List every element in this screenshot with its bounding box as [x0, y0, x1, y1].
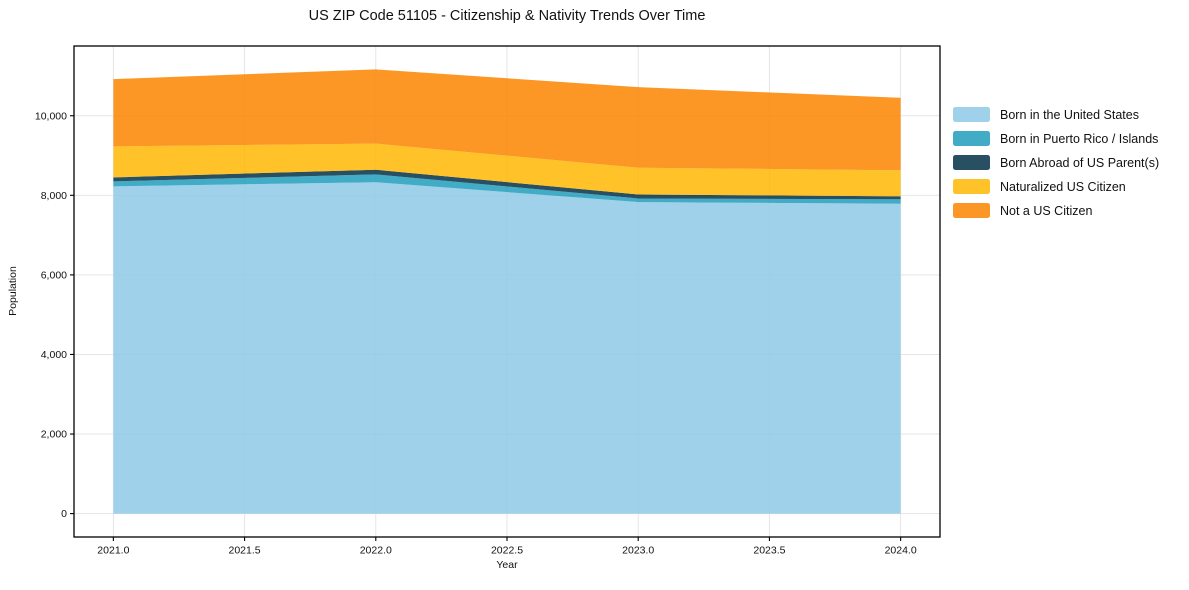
area-series — [113, 169, 901, 200]
y-tick-label: 6,000 — [41, 269, 67, 281]
x-tick-labels: 2021.0 2021.5 2022.0 2022.5 2023.0 2023.5 2024… — [97, 545, 917, 557]
legend-label: Born in the United States — [1000, 107, 1139, 122]
y-tick-label: 8,000 — [41, 190, 67, 202]
legend-label: Naturalized US Citizen — [1000, 179, 1126, 194]
area-series — [113, 143, 901, 197]
legend-item: Not a US Citizen — [953, 203, 1159, 218]
legend-swatch — [953, 203, 990, 218]
legend-item: Born in the United States — [953, 107, 1159, 122]
area-series — [113, 182, 901, 514]
x-axis-label: Year — [496, 559, 518, 571]
stacked-areas — [113, 69, 901, 514]
x-tick-label: 2023.5 — [753, 545, 785, 557]
x-tick-label: 2022.5 — [491, 545, 523, 557]
legend-item: Born Abroad of US Parent(s) — [953, 155, 1159, 170]
x-tick-label: 2022.0 — [360, 545, 392, 557]
legend-item: Naturalized US Citizen — [953, 179, 1159, 194]
legend-label: Born Abroad of US Parent(s) — [1000, 155, 1160, 170]
x-tick-label: 2021.5 — [229, 545, 261, 557]
y-tick-label: 0 — [61, 508, 67, 520]
x-tick-label: 2024.0 — [885, 545, 917, 557]
x-tick-label: 2023.0 — [622, 545, 654, 557]
legend-swatch — [953, 131, 990, 146]
y-tick-labels: 0 2,000 4,000 6,000 8,000 10,000 — [35, 110, 67, 520]
legend-label: Born in Puerto Rico / Islands — [1000, 131, 1159, 146]
legend-swatch — [953, 179, 990, 194]
legend-item: Born in Puerto Rico / Islands — [953, 131, 1159, 146]
area-series — [113, 69, 901, 171]
y-axis-label: Population — [7, 266, 19, 316]
legend-swatch — [953, 107, 990, 122]
y-tick-label: 2,000 — [41, 429, 67, 441]
y-tick-label: 10,000 — [35, 110, 67, 122]
axis-ticks — [70, 115, 902, 541]
legend-swatch — [953, 155, 990, 170]
legend-label: Not a US Citizen — [1000, 203, 1093, 218]
area-series — [113, 174, 901, 204]
legend: Born in the United States Born in Puerto … — [953, 107, 1159, 227]
x-tick-label: 2021.0 — [97, 545, 129, 557]
chart-title: US ZIP Code 51105 - Citizenship & Nativi… — [308, 8, 706, 24]
y-tick-label: 4,000 — [41, 349, 67, 361]
